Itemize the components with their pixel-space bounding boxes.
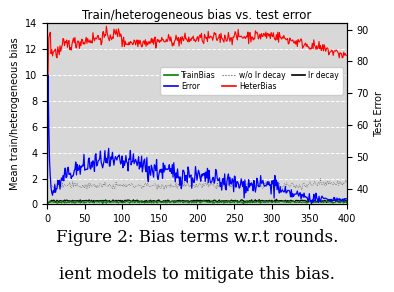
Text: Figure 2: Bias terms w.r.t rounds.: Figure 2: Bias terms w.r.t rounds.: [56, 230, 338, 246]
Text: ient models to mitigate this bias.: ient models to mitigate this bias.: [59, 266, 335, 283]
Legend: TrainBias, Error, w/o lr decay, HeterBias, lr decay: TrainBias, Error, w/o lr decay, HeterBia…: [160, 67, 343, 95]
Y-axis label: Test Error: Test Error: [374, 91, 385, 137]
Y-axis label: Mean train/heterogeneous bias: Mean train/heterogeneous bias: [9, 38, 20, 190]
Title: Train/heterogeneous bias vs. test error: Train/heterogeneous bias vs. test error: [82, 9, 312, 22]
